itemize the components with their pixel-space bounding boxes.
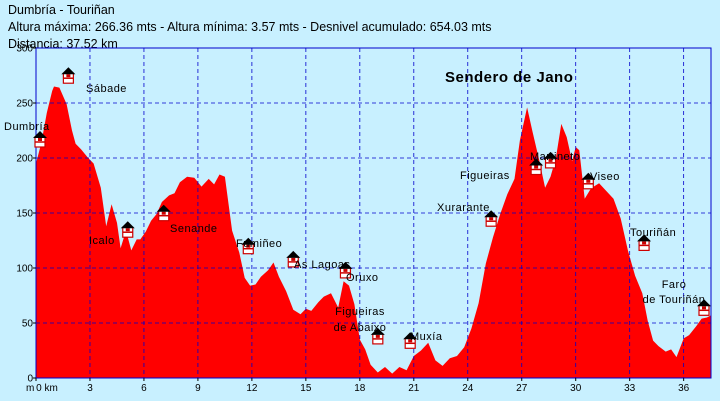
y-tick-label: 0 — [27, 374, 33, 385]
x-tick-label: 12 — [246, 383, 258, 394]
place-label: Muxía — [410, 331, 443, 343]
place-label: As Lagoas — [294, 259, 350, 271]
place-marker-house-icon — [286, 250, 301, 268]
place-label: Senande — [170, 223, 218, 235]
y-tick-label: 150 — [16, 209, 33, 220]
place-label: Touriñán — [630, 227, 676, 239]
place-marker-house-icon — [543, 151, 558, 169]
place-marker-house-icon — [581, 172, 596, 190]
place-marker-house-icon — [241, 237, 256, 255]
place-marker-house-icon — [156, 204, 171, 222]
place-label: Fumiñeo — [236, 238, 282, 250]
x-tick-label: 18 — [354, 383, 366, 394]
place-label: Dumbría — [4, 121, 50, 133]
y-tick-label: 200 — [16, 154, 33, 165]
x-tick-label: 3 — [87, 383, 93, 394]
place-label: Sábade — [86, 83, 127, 95]
place-marker-house-icon — [61, 67, 76, 84]
x-tick-label: 36 — [678, 383, 690, 394]
place-label: Viseo — [590, 171, 620, 183]
place-label: Martineto — [530, 151, 580, 163]
place-label: Xurarante — [437, 202, 490, 214]
place-marker-house-icon — [370, 327, 385, 345]
x-tick-label: 15 — [300, 383, 312, 394]
x-tick-label: 24 — [462, 383, 474, 394]
y-tick-label: 250 — [16, 99, 33, 110]
chart-title: Sendero de Jano — [445, 69, 573, 86]
place-marker-house-icon — [403, 332, 418, 349]
elevation-area — [36, 86, 711, 378]
x-tick-label: 27 — [516, 383, 528, 394]
y-axis-unit: m — [26, 383, 34, 394]
place-label: Icalo — [89, 235, 115, 247]
x-tick-label: 0 km — [36, 383, 58, 394]
place-marker-house-icon — [529, 158, 544, 176]
y-tick-label: 300 — [16, 44, 33, 55]
x-tick-label: 9 — [195, 383, 201, 394]
place-marker-house-icon — [33, 131, 47, 148]
place-marker-house-icon — [484, 210, 499, 227]
place-label: Figueiras de Abaixo — [334, 306, 387, 334]
place-label: Faro de Touriñán — [643, 279, 706, 306]
x-tick-label: 30 — [570, 383, 582, 394]
place-label: Oruxo — [346, 272, 378, 284]
x-tick-label: 21 — [408, 383, 420, 394]
place-marker-house-icon — [637, 234, 652, 251]
place-marker-house-icon — [338, 261, 353, 279]
x-tick-label: 33 — [624, 383, 636, 394]
place-label: Figueiras — [460, 170, 510, 182]
header-route: Dumbría - Touriñan — [8, 3, 115, 17]
place-marker-house-icon — [697, 299, 711, 316]
y-tick-label: 100 — [16, 264, 33, 275]
y-tick-label: 50 — [22, 319, 34, 330]
x-tick-label: 6 — [141, 383, 147, 394]
header-altitudes: Altura máxima: 266.36 mts - Altura mínim… — [8, 20, 492, 34]
place-marker-house-icon — [120, 221, 135, 238]
